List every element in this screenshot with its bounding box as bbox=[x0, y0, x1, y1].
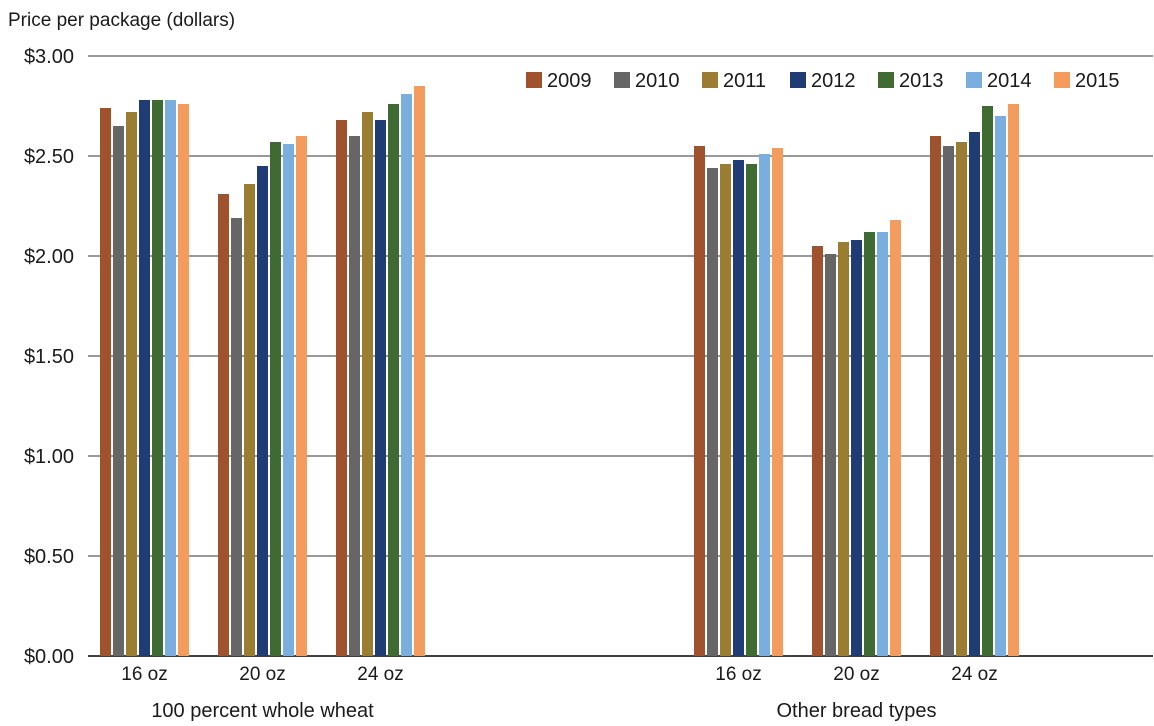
legend-swatch bbox=[966, 72, 982, 88]
bar-2014 bbox=[877, 232, 888, 656]
bar-2012 bbox=[969, 132, 980, 656]
bar-2012 bbox=[733, 160, 744, 656]
group-label: Other bread types bbox=[776, 700, 936, 722]
bar-2010 bbox=[825, 254, 836, 656]
bar-2010 bbox=[349, 136, 360, 656]
bar-2015 bbox=[890, 220, 901, 656]
legend-swatch bbox=[790, 72, 806, 88]
bar-2010 bbox=[113, 126, 124, 656]
y-tick-label: $1.50 bbox=[24, 346, 74, 368]
bar-2011 bbox=[838, 242, 849, 656]
y-tick-label: $0.50 bbox=[24, 546, 74, 568]
x-tick-label: 24 oz bbox=[951, 664, 997, 685]
bar-2009 bbox=[100, 108, 111, 656]
x-axis-ticks: 16 oz 20 oz 24 oz 100 percent whole wheat 16… bbox=[121, 664, 997, 722]
legend-label: 2014 bbox=[987, 70, 1032, 92]
bar-2012 bbox=[851, 240, 862, 656]
x-tick-label: 16 oz bbox=[715, 664, 761, 685]
bar-2009 bbox=[218, 194, 229, 656]
bar-2010 bbox=[231, 218, 242, 656]
bar-2015 bbox=[1008, 104, 1019, 656]
bar-2015 bbox=[772, 148, 783, 656]
y-tick-label: $1.00 bbox=[24, 446, 74, 468]
group-label: 100 percent whole wheat bbox=[151, 700, 374, 722]
bar-2012 bbox=[375, 120, 386, 656]
legend-label: 2015 bbox=[1075, 70, 1120, 92]
bar-2013 bbox=[864, 232, 875, 656]
bar-2014 bbox=[165, 100, 176, 656]
bar-2011 bbox=[362, 112, 373, 656]
y-tick-label: $3.00 bbox=[24, 46, 74, 68]
bars bbox=[100, 86, 1019, 656]
y-tick-label: $0.00 bbox=[24, 646, 74, 668]
bar-2013 bbox=[152, 100, 163, 656]
bar-2009 bbox=[694, 146, 705, 656]
bar-2009 bbox=[336, 120, 347, 656]
x-tick-label: 20 oz bbox=[239, 664, 285, 685]
bar-2012 bbox=[139, 100, 150, 656]
bar-2011 bbox=[956, 142, 967, 656]
bar-2013 bbox=[982, 106, 993, 656]
bar-2011 bbox=[720, 164, 731, 656]
bar-2011 bbox=[126, 112, 137, 656]
bar-2014 bbox=[401, 94, 412, 656]
legend-label: 2009 bbox=[547, 70, 592, 92]
bar-2015 bbox=[178, 104, 189, 656]
x-tick-label: 16 oz bbox=[121, 664, 167, 685]
legend-label: 2013 bbox=[899, 70, 944, 92]
legend-label: 2010 bbox=[635, 70, 680, 92]
bar-2014 bbox=[995, 116, 1006, 656]
y-axis-ticks: $0.00 $0.50 $1.00 $1.50 $2.00 $2.50 $3.00 bbox=[24, 46, 74, 668]
bar-2015 bbox=[296, 136, 307, 656]
legend-label: 2012 bbox=[811, 70, 856, 92]
x-tick-label: 20 oz bbox=[833, 664, 879, 685]
bar-2015 bbox=[414, 86, 425, 656]
bar-2009 bbox=[930, 136, 941, 656]
legend-swatch bbox=[702, 72, 718, 88]
y-tick-label: $2.00 bbox=[24, 246, 74, 268]
legend-swatch bbox=[878, 72, 894, 88]
legend-swatch bbox=[1054, 72, 1070, 88]
bar-2012 bbox=[257, 166, 268, 656]
y-tick-label: $2.50 bbox=[24, 146, 74, 168]
bar-2014 bbox=[759, 154, 770, 656]
bar-2011 bbox=[244, 184, 255, 656]
bar-2010 bbox=[707, 168, 718, 656]
bar-2014 bbox=[283, 144, 294, 656]
bar-2013 bbox=[746, 164, 757, 656]
legend-swatch bbox=[614, 72, 630, 88]
bar-2010 bbox=[943, 146, 954, 656]
bar-2013 bbox=[270, 142, 281, 656]
x-tick-label: 24 oz bbox=[357, 664, 403, 685]
legend-label: 2011 bbox=[723, 70, 766, 92]
y-axis-label: Price per package (dollars) bbox=[8, 10, 235, 31]
bar-2009 bbox=[812, 246, 823, 656]
legend: 2009 2010 2011 2012 2013 2014 2015 bbox=[526, 70, 1120, 92]
legend-swatch bbox=[526, 72, 542, 88]
bar-2013 bbox=[388, 104, 399, 656]
